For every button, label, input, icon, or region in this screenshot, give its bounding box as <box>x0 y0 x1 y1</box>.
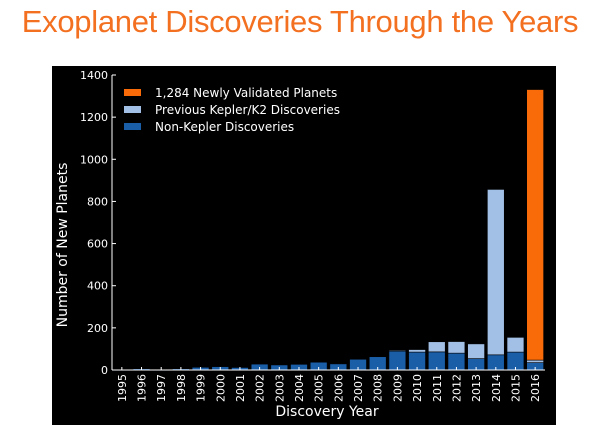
legend: 1,284 Newly Validated Planets Previous Ke… <box>124 86 340 134</box>
y-tick-label: 600 <box>87 238 108 251</box>
y-tick-label: 1200 <box>80 111 108 124</box>
x-ticks: 1995 1996 1997 1998 1999 2000 2001 2002 2003 2004… <box>116 367 542 402</box>
x-tick-label: 1999 <box>195 374 208 402</box>
x-tick-label: 2004 <box>293 374 306 402</box>
x-tick-label: 2003 <box>273 374 286 402</box>
legend-swatch <box>124 123 141 130</box>
y-tick-label: 400 <box>87 280 108 293</box>
x-tick-label: 2006 <box>332 374 345 402</box>
x-tick-label: 2000 <box>214 374 227 402</box>
x-tick-label: 2012 <box>450 374 463 402</box>
x-tick-label: 1997 <box>155 374 168 402</box>
y-tick-label: 200 <box>87 322 108 335</box>
bar-segment <box>408 349 426 353</box>
x-axis-label: Discovery Year <box>275 404 379 420</box>
x-tick-label: 2009 <box>391 374 404 402</box>
x-tick-label: 2011 <box>431 374 444 402</box>
bar-segment <box>526 89 544 361</box>
legend-label: Non-Kepler Discoveries <box>155 120 294 134</box>
bar-segment <box>427 341 446 353</box>
legend-label: Previous Kepler/K2 Discoveries <box>155 103 340 117</box>
bar-segment <box>467 343 485 359</box>
x-tick-label: 2010 <box>411 374 424 402</box>
x-tick-label: 2008 <box>372 374 385 402</box>
x-tick-label: 1996 <box>136 374 149 402</box>
y-tick-label: 800 <box>87 195 108 208</box>
page-title: Exoplanet Discoveries Through the Years <box>21 4 579 39</box>
x-tick-label: 2002 <box>254 374 267 402</box>
y-ticks: 0 200 400 600 800 1000 1200 1400 <box>80 69 116 377</box>
x-tick-label: 2013 <box>470 374 483 402</box>
x-tick-label: 1995 <box>116 374 129 402</box>
bar-segment <box>487 189 505 356</box>
legend-swatch <box>124 89 141 96</box>
legend-label: 1,284 Newly Validated Planets <box>155 86 337 100</box>
chart-background <box>52 66 556 425</box>
x-tick-label: 2016 <box>529 374 542 402</box>
bar-segment <box>388 349 407 352</box>
axes <box>111 75 545 371</box>
x-tick-label: 1998 <box>175 374 188 402</box>
x-tick-label: 2001 <box>234 374 247 402</box>
y-tick-label: 1000 <box>80 153 108 166</box>
bar-segment <box>526 359 544 363</box>
x-tick-label: 2015 <box>509 374 522 402</box>
y-tick-label: 1400 <box>80 69 108 82</box>
y-tick-label: 0 <box>101 364 108 377</box>
legend-swatch <box>124 106 141 113</box>
bar-segment <box>506 337 525 353</box>
y-axis-label: Number of New Planets <box>55 163 71 328</box>
x-tick-label: 2007 <box>352 374 365 402</box>
x-tick-label: 2014 <box>490 374 503 402</box>
x-tick-label: 2005 <box>313 374 326 402</box>
bar-segment <box>447 341 466 354</box>
